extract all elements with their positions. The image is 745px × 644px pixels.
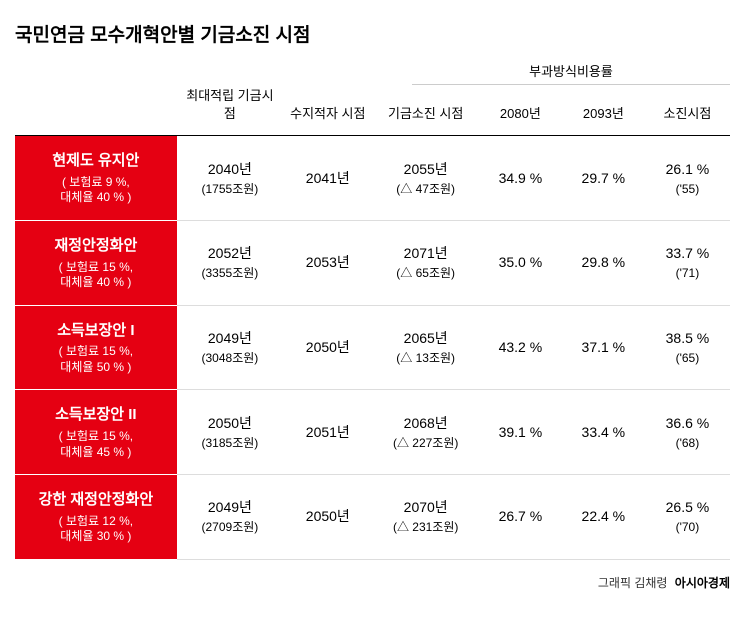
table-row: 소득보장안 II ( 보험료 15 %,대체율 45 % ) 2050년 (3185조…: [15, 390, 730, 475]
value: 2070년: [404, 499, 448, 515]
plan-sub: 대체율 45 % ): [23, 445, 169, 461]
cell-depl-rate: 26.1 % ('55): [645, 136, 730, 221]
value: 2052년: [208, 245, 252, 261]
table-container: 부과방식비용률 최대적립 기금시점 수지적자 시점 기금소진 시점 2080년 …: [15, 65, 730, 560]
cell-max-fund: 2049년 (3048조원): [177, 305, 283, 390]
plan-cell: 강한 재정안정화안 ( 보험료 12 %,대체율 30 % ): [15, 475, 177, 560]
value: 2049년: [208, 499, 252, 515]
sub-value: (△ 227조원): [376, 434, 474, 452]
plan-sub: ( 보험료 15 %,: [23, 344, 169, 360]
plan-sub: ( 보험료 15 %,: [23, 260, 169, 276]
cell-depletion: 2071년 (△ 65조원): [372, 221, 478, 306]
value: 2071년: [404, 245, 448, 261]
plan-sub: ( 보험료 9 %,: [23, 175, 169, 191]
header-max-fund: 최대적립 기금시점: [177, 65, 283, 136]
sub-value: (3048조원): [181, 349, 279, 367]
plan-name: 소득보장안 II: [23, 404, 169, 427]
sub-value: ('65): [649, 349, 726, 367]
plan-cell: 소득보장안 II ( 보험료 15 %,대체율 45 % ): [15, 390, 177, 475]
cell-deficit: 2041년: [283, 136, 372, 221]
cell-depletion: 2070년 (△ 231조원): [372, 475, 478, 560]
sub-value: (△ 13조원): [376, 349, 474, 367]
table-body: 현제도 유지안( 보험료 9 %,대체율 40 % )2040년(1755조원)…: [15, 136, 730, 559]
sub-value: (2709조원): [181, 518, 279, 536]
plan-name: 강한 재정안정화안: [23, 489, 169, 512]
cell-depletion: 2055년 (△ 47조원): [372, 136, 478, 221]
cell-max-fund: 2049년 (2709조원): [177, 475, 283, 560]
table-row: 재정안정화안 ( 보험료 15 %,대체율 40 % ) 2052년 (3355조원)…: [15, 221, 730, 306]
plan-sub: 대체율 40 % ): [23, 275, 169, 291]
sub-value: (△ 47조원): [376, 180, 474, 198]
cell-2093: 37.1 %: [562, 305, 645, 390]
cell-depletion: 2068년 (△ 227조원): [372, 390, 478, 475]
sub-value: (3185조원): [181, 434, 279, 452]
cell-2080: 34.9 %: [479, 136, 562, 221]
value: 26.1 %: [666, 161, 710, 177]
cell-depl-rate: 36.6 % ('68): [645, 390, 730, 475]
cell-2080: 35.0 %: [479, 221, 562, 306]
value: 33.7 %: [666, 245, 710, 261]
plan-sub: 대체율 40 % ): [23, 190, 169, 206]
sub-value: (△ 231조원): [376, 518, 474, 536]
page-title: 국민연금 모수개혁안별 기금소진 시점: [15, 20, 730, 47]
cell-2080: 39.1 %: [479, 390, 562, 475]
cell-2080: 43.2 %: [479, 305, 562, 390]
table-row: 현제도 유지안 ( 보험료 9 %,대체율 40 % ) 2040년 (1755조원)…: [15, 136, 730, 221]
value: 2040년: [208, 161, 252, 177]
value: 2049년: [208, 330, 252, 346]
plan-cell: 재정안정화안 ( 보험료 15 %,대체율 40 % ): [15, 221, 177, 306]
sub-value: (3355조원): [181, 264, 279, 282]
footer-credit: 그래픽 김채령: [598, 576, 668, 590]
cell-2093: 33.4 %: [562, 390, 645, 475]
plan-name: 소득보장안 I: [23, 320, 169, 343]
sub-value: (△ 65조원): [376, 264, 474, 282]
sub-value: (1755조원): [181, 180, 279, 198]
footer: 그래픽 김채령 아시아경제: [15, 574, 730, 591]
sub-value: ('68): [649, 434, 726, 452]
value: 2050년: [208, 415, 252, 431]
sub-value: ('70): [649, 518, 726, 536]
value: 26.5 %: [666, 499, 710, 515]
cell-max-fund: 2040년 (1755조원): [177, 136, 283, 221]
plan-sub: ( 보험료 15 %,: [23, 429, 169, 445]
plan-name: 현제도 유지안: [23, 150, 169, 173]
cell-depletion: 2065년 (△ 13조원): [372, 305, 478, 390]
plan-sub: 대체율 30 % ): [23, 529, 169, 545]
cell-2093: 29.7 %: [562, 136, 645, 221]
plan-cell: 현제도 유지안 ( 보험료 9 %,대체율 40 % ): [15, 136, 177, 221]
cell-max-fund: 2052년 (3355조원): [177, 221, 283, 306]
value: 38.5 %: [666, 330, 710, 346]
plan-name: 재정안정화안: [23, 235, 169, 258]
plan-sub: ( 보험료 12 %,: [23, 514, 169, 530]
value: 2068년: [404, 415, 448, 431]
cell-2093: 22.4 %: [562, 475, 645, 560]
cell-deficit: 2051년: [283, 390, 372, 475]
plan-sub: 대체율 50 % ): [23, 360, 169, 376]
cell-deficit: 2053년: [283, 221, 372, 306]
cell-depl-rate: 33.7 % ('71): [645, 221, 730, 306]
table-row: 강한 재정안정화안 ( 보험료 12 %,대체율 30 % ) 2049년 (2709…: [15, 475, 730, 560]
pension-table: 최대적립 기금시점 수지적자 시점 기금소진 시점 2080년 2093년 소진…: [15, 65, 730, 560]
cell-2080: 26.7 %: [479, 475, 562, 560]
cell-deficit: 2050년: [283, 475, 372, 560]
sub-value: ('55): [649, 180, 726, 198]
cell-depl-rate: 38.5 % ('65): [645, 305, 730, 390]
cell-max-fund: 2050년 (3185조원): [177, 390, 283, 475]
plan-cell: 소득보장안 I( 보험료 15 %,대체율 50 % ): [15, 305, 177, 390]
value: 2065년: [404, 330, 448, 346]
value: 2055년: [404, 161, 448, 177]
cell-deficit: 2050년: [283, 305, 372, 390]
footer-brand: 아시아경제: [675, 576, 730, 590]
header-deficit: 수지적자 시점: [283, 65, 372, 136]
table-row: 소득보장안 I( 보험료 15 %,대체율 50 % ) 2049년 (3048조원…: [15, 305, 730, 390]
cell-depl-rate: 26.5 % ('70): [645, 475, 730, 560]
value: 36.6 %: [666, 415, 710, 431]
header-empty: [15, 65, 177, 136]
spanning-header: 부과방식비용률: [412, 61, 730, 85]
sub-value: ('71): [649, 264, 726, 282]
cell-2093: 29.8 %: [562, 221, 645, 306]
